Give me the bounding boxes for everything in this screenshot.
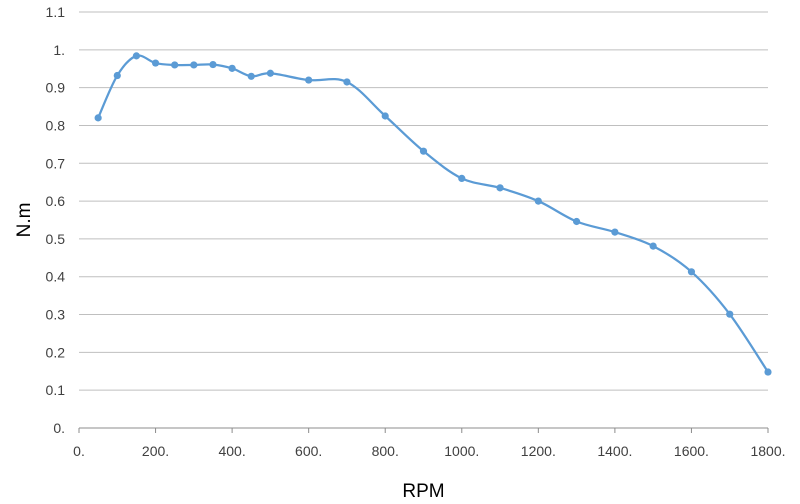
y-tick-label: 1. [53,42,65,58]
data-point [94,114,102,122]
grid [79,11,768,391]
x-tick-label: 800. [372,443,399,459]
data-point [687,268,696,276]
data-point [381,112,389,120]
data-point [228,64,236,72]
y-axis-title: N.m [14,203,35,238]
data-point [649,242,657,250]
x-tick-label: 1000. [444,443,479,459]
y-tick-label: 0.5 [46,231,66,247]
data-point [247,72,255,80]
x-tick-label: 400. [218,443,245,459]
data-point [113,71,121,80]
y-tick-label: 0.9 [46,80,66,96]
y-tick-label: 0.1 [46,382,66,398]
y-tick-label: 0.4 [46,269,66,285]
x-axis-ticks: 0. 200. 400. 600. 800. 1000. 1200. 1400. 1600. 18… [73,428,786,459]
data-point [534,197,542,205]
data-point [266,69,274,77]
data-point [305,76,313,84]
data-point [151,59,160,67]
data-point [458,174,466,182]
data-point [611,228,619,236]
data-point [209,60,217,69]
x-tick-label: 0. [73,443,85,459]
data-point [190,61,198,69]
data-point [343,78,351,86]
data-point [726,310,734,318]
data-point [764,368,772,376]
data-point [171,61,179,69]
y-tick-label: 0.2 [46,344,66,360]
data-point [496,184,504,192]
y-tick-label: 0.3 [46,307,66,323]
y-tick-label: 0.7 [46,155,66,171]
data-point [419,147,428,155]
y-tick-label: 1.1 [46,4,66,20]
x-tick-label: 1200. [521,443,556,459]
y-tick-label: 0. [53,420,65,436]
data-point [132,52,141,60]
x-axis-title: RPM [402,481,444,502]
x-tick-label: 200. [142,443,169,459]
x-tick-label: 1600. [674,443,709,459]
x-tick-label: 600. [295,443,322,459]
series-line [97,54,769,373]
y-axis-ticks: 0. 0.1 0.2 0.3 0.4 0.5 0.6 0.7 0.8 0.9 1. 1.1 [46,4,66,436]
x-tick-label: 1400. [597,443,632,459]
y-tick-label: 0.6 [46,193,66,209]
y-tick-label: 0.8 [46,117,66,133]
data-point [573,217,581,226]
x-tick-label: 1800. [750,443,785,459]
series-points [94,52,772,376]
